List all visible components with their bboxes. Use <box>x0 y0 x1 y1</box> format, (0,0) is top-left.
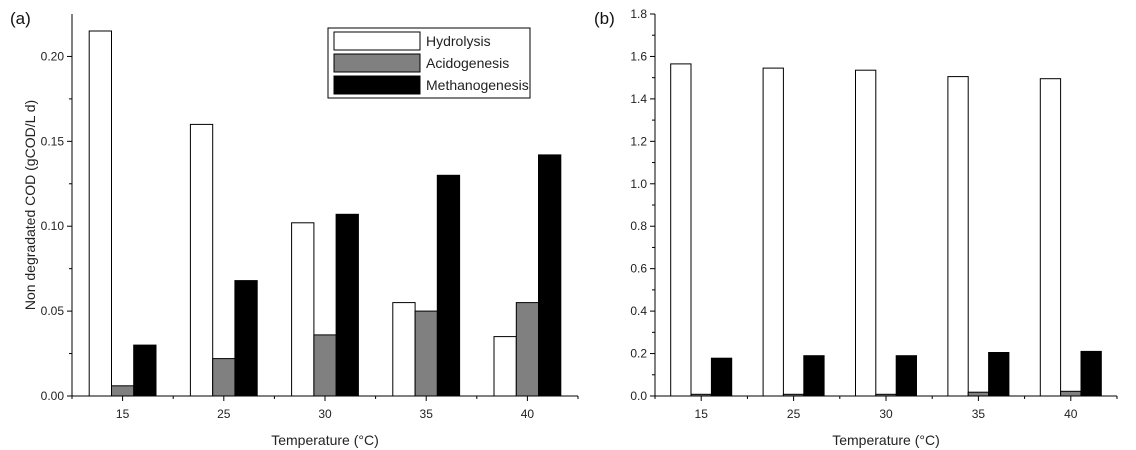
panel-b-bar-methanogenesis-35 <box>988 352 1010 397</box>
panel-b-y-tick-label: 0.8 <box>630 219 647 233</box>
panel-b-y-tick-label: 0.4 <box>630 304 647 318</box>
panel-b-x-tick-label: 40 <box>1064 407 1078 421</box>
panel-a-bar-methanogenesis-35 <box>436 174 461 397</box>
panel-b-bar-hydrolysis-40 <box>1039 78 1062 397</box>
panel-a-bar-acidogenesis-40 <box>515 302 540 397</box>
panel-b-x-tick-label: 15 <box>695 407 709 421</box>
panel-b-y-tick-label: 0.6 <box>630 262 647 276</box>
panel-b-bar-hydrolysis-15 <box>670 63 692 397</box>
panel-a-legend-label-acidogenesis: Acidogenesis <box>426 55 509 71</box>
panel-a-y-tick-label: 0.05 <box>41 304 65 318</box>
panel-a-x-tick-label: 35 <box>420 407 434 421</box>
panel-a-bar-hydrolysis-40 <box>493 336 517 397</box>
panel-b-bar-acidogenesis-30 <box>875 393 897 397</box>
panel-a-legend-swatch-methanogenesis <box>333 75 421 95</box>
panel-a-bar-hydrolysis-35 <box>392 302 416 397</box>
panel-a-legend: Hydrolysis Acidogenesis Methanogenesis <box>327 27 531 99</box>
panel-a-label: (a) <box>10 9 31 28</box>
panel-b-bar-methanogenesis-30 <box>895 355 918 397</box>
panel-b-y-tick-label: 1.0 <box>630 177 647 191</box>
panel-b-y-tick-label: 1.8 <box>630 7 647 21</box>
panel-b-y-tick-label: 1.4 <box>630 92 647 106</box>
panel-a-bar-acidogenesis-15 <box>111 385 135 397</box>
panel-a-bar-hydrolysis-30 <box>291 222 315 397</box>
panel-a-legend-swatch-hydrolysis <box>333 31 421 51</box>
panel-b-bar-acidogenesis-35 <box>967 391 990 397</box>
panel-a-y-tick-label: 0.10 <box>41 219 65 233</box>
panel-b-bar-hydrolysis-30 <box>855 69 877 397</box>
panel-b-bar-acidogenesis-40 <box>1060 390 1082 397</box>
panel-a-bar-acidogenesis-35 <box>414 310 438 397</box>
panel-b-bar-hydrolysis-25 <box>762 67 784 397</box>
panel-a-x-tick-label: 15 <box>116 407 130 421</box>
panel-a-bar-acidogenesis-25 <box>212 358 236 397</box>
panel-b-y-tick-label: 0.2 <box>630 347 647 361</box>
panel-a-x-tick-label: 40 <box>521 407 535 421</box>
panel-a-y-tick-label: 0.20 <box>41 49 65 63</box>
panel-b: (b) 0.0 0.2 0.4 0.6 0.8 1.0 1.2 1.4 1.6 1.8 15 25 30… <box>594 7 1118 448</box>
panel-a-bar-acidogenesis-30 <box>313 334 337 397</box>
panel-a-bar-hydrolysis-15 <box>88 30 112 397</box>
panel-a-y-tick-label: 0.00 <box>41 389 65 403</box>
panel-b-y-tick-label: 1.2 <box>630 134 647 148</box>
panel-b-x-axis-title: Temperature (°C) <box>832 432 940 448</box>
panel-b-bar-methanogenesis-15 <box>710 357 733 397</box>
panel-a-x-tick-label: 30 <box>318 407 332 421</box>
panel-a-bar-methanogenesis-40 <box>538 154 562 397</box>
panel-a: (a) 0.00 0.05 0.10 0.15 0.20 15 25 30 35 40 Temper… <box>10 9 579 448</box>
panel-a-legend-swatch-acidogenesis <box>333 53 421 73</box>
panel-b-bar-acidogenesis-15 <box>690 393 712 397</box>
panel-a-bar-methanogenesis-15 <box>133 344 157 397</box>
panel-a-bar-methanogenesis-25 <box>234 280 258 397</box>
panel-a-legend-label-hydrolysis: Hydrolysis <box>426 33 491 49</box>
panel-b-y-tick-label: 0.0 <box>630 389 647 403</box>
panel-b-bar-acidogenesis-25 <box>782 393 805 397</box>
panel-b-bar-hydrolysis-35 <box>947 76 969 397</box>
panel-a-y-tick-label: 0.15 <box>41 134 65 148</box>
panel-a-x-axis-title: Temperature (°C) <box>271 432 379 448</box>
panel-a-bar-methanogenesis-30 <box>335 213 359 397</box>
panel-b-y-tick-label: 1.6 <box>630 49 647 63</box>
panel-b-label: (b) <box>594 9 615 28</box>
panel-a-legend-label-methanogenesis: Methanogenesis <box>426 77 529 93</box>
panel-b-x-tick-label: 35 <box>972 407 986 421</box>
panel-b-x-tick-label: 25 <box>787 407 801 421</box>
panel-a-x-tick-label: 25 <box>217 407 231 421</box>
panel-b-bar-methanogenesis-40 <box>1080 350 1102 397</box>
panel-a-bar-hydrolysis-25 <box>189 123 214 397</box>
panel-b-bar-methanogenesis-25 <box>803 355 825 397</box>
panel-b-x-tick-label: 30 <box>879 407 893 421</box>
panel-a-y-axis-title: Non degradated COD (gCOD/L d) <box>22 100 38 310</box>
